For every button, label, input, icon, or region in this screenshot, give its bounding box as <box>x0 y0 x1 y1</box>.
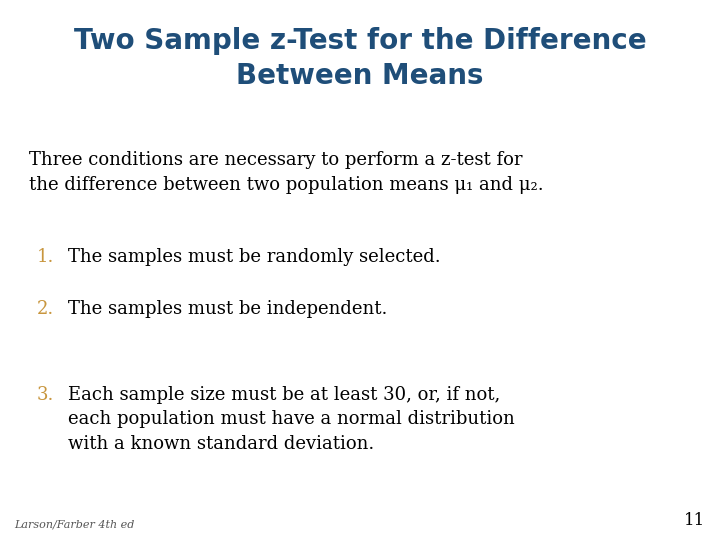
Text: The samples must be independent.: The samples must be independent. <box>68 300 388 318</box>
Text: 2.: 2. <box>37 300 54 318</box>
Text: 3.: 3. <box>37 386 54 404</box>
Text: 1.: 1. <box>37 248 54 266</box>
Text: Each sample size must be at least 30, or, if not,
each population must have a no: Each sample size must be at least 30, or… <box>68 386 515 453</box>
Text: 11: 11 <box>684 512 706 529</box>
Text: Two Sample z-Test for the Difference
Between Means: Two Sample z-Test for the Difference Bet… <box>73 27 647 90</box>
Text: The samples must be randomly selected.: The samples must be randomly selected. <box>68 248 441 266</box>
Text: Larson/Farber 4th ed: Larson/Farber 4th ed <box>14 519 135 529</box>
Text: Three conditions are necessary to perform a z-test for
the difference between tw: Three conditions are necessary to perfor… <box>29 151 544 193</box>
